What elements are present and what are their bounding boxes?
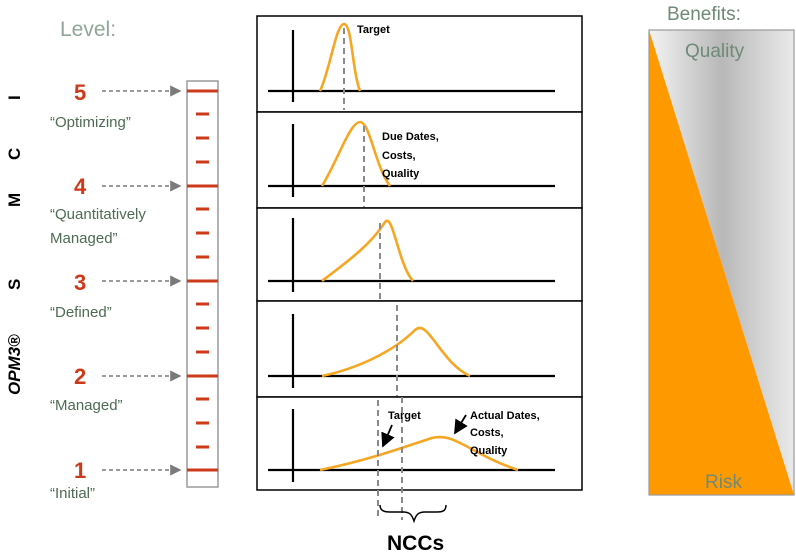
nccs-brace [379, 504, 447, 524]
vertical-label-c: C [5, 148, 24, 160]
quality-label: Quality [685, 41, 745, 62]
benefits-title: Benefits: [667, 4, 741, 25]
curve-level-3 [321, 219, 415, 283]
level-1-number: 1 [74, 458, 86, 483]
scale-minor-ticks [196, 112, 209, 449]
due-dates-line2: Costs, [382, 150, 416, 162]
actual-dates-arrow [454, 414, 468, 435]
scale-frame [186, 80, 219, 488]
panel-level-2 [256, 300, 583, 398]
level-5-number: 5 [74, 80, 86, 105]
curve-level-5 [318, 22, 362, 92]
panel-level-1 [256, 396, 583, 491]
distribution-panels [256, 15, 583, 491]
scale-major-ticks [187, 89, 218, 472]
due-dates-line1: Due Dates, [382, 131, 439, 143]
risk-label: Risk [705, 472, 742, 493]
level-2-number: 2 [74, 364, 86, 389]
vertical-label-i: I [5, 95, 24, 100]
panel-level-3 [256, 207, 583, 302]
level-1-name: “Initial” [50, 485, 95, 502]
actual-dates-line2: Costs, [470, 427, 504, 439]
vertical-label-s: S [5, 279, 24, 290]
level-3-number: 3 [74, 270, 86, 295]
curve-level-4 [320, 120, 392, 187]
vertical-label-opm3: OPM3® [5, 334, 24, 395]
panel-level-5 [256, 15, 583, 113]
level-4-name-line1: “Quantitatively [50, 206, 146, 223]
vertical-label: OPM3® S M C I [5, 95, 24, 395]
target-bottom-arrow [381, 424, 395, 448]
maturity-scale [186, 80, 219, 488]
benefits-frame [648, 29, 795, 496]
target-label-bottom: Target [388, 410, 421, 422]
panel-level-4 [256, 111, 583, 209]
actual-dates-line3: Quality [470, 445, 508, 457]
vertical-label-m: M [5, 193, 24, 207]
level-5-name: “Optimizing” [50, 114, 131, 131]
curve-level-2 [321, 326, 471, 378]
distribution-curves [318, 22, 519, 472]
level-pointer-arrows [102, 85, 182, 476]
level-2-name: “Managed” [50, 397, 123, 414]
target-lines [343, 28, 403, 520]
curve-level-1 [319, 435, 519, 472]
level-4-number: 4 [74, 174, 87, 199]
benefits-triangle-panel [648, 29, 795, 496]
level-4-name-line2: Managed” [50, 230, 118, 247]
risk-triangle [649, 30, 794, 495]
actual-dates-line1: Actual Dates, [470, 410, 540, 422]
target-label-top: Target [357, 24, 390, 36]
level-heading: Level: [60, 18, 116, 41]
due-dates-line3: Quality [382, 168, 420, 180]
nccs-label: NCCs [387, 532, 444, 554]
level-3-name: “Defined” [50, 304, 112, 321]
